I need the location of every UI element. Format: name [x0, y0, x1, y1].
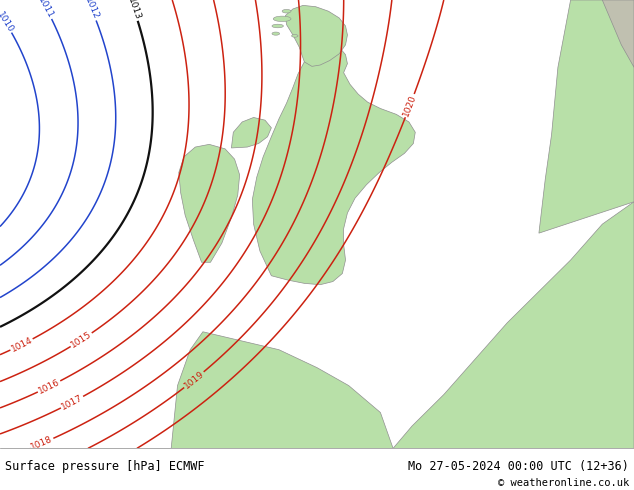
Text: 1012: 1012 — [83, 0, 100, 21]
Text: 1010: 1010 — [0, 10, 15, 34]
Ellipse shape — [273, 16, 291, 22]
Polygon shape — [285, 5, 347, 66]
Ellipse shape — [272, 32, 280, 35]
Text: Mo 27-05-2024 00:00 UTC (12+36): Mo 27-05-2024 00:00 UTC (12+36) — [408, 460, 629, 473]
Polygon shape — [393, 202, 634, 448]
Text: © weatheronline.co.uk: © weatheronline.co.uk — [498, 477, 629, 488]
Text: 1013: 1013 — [126, 0, 142, 22]
Text: 1019: 1019 — [182, 369, 206, 391]
Text: 1018: 1018 — [30, 435, 55, 452]
Ellipse shape — [282, 9, 291, 13]
Ellipse shape — [292, 34, 298, 37]
Polygon shape — [231, 118, 271, 148]
Polygon shape — [179, 145, 240, 262]
Text: 1014: 1014 — [10, 336, 34, 354]
Polygon shape — [602, 0, 634, 67]
Polygon shape — [171, 332, 393, 448]
Text: 1017: 1017 — [60, 393, 84, 412]
Text: 1020: 1020 — [401, 93, 418, 118]
Ellipse shape — [272, 24, 283, 28]
Text: 1011: 1011 — [36, 0, 55, 20]
Polygon shape — [252, 43, 415, 285]
Text: Surface pressure [hPa] ECMWF: Surface pressure [hPa] ECMWF — [5, 460, 205, 473]
Text: 1015: 1015 — [69, 330, 93, 350]
Text: 1016: 1016 — [37, 377, 61, 395]
Polygon shape — [539, 0, 634, 233]
